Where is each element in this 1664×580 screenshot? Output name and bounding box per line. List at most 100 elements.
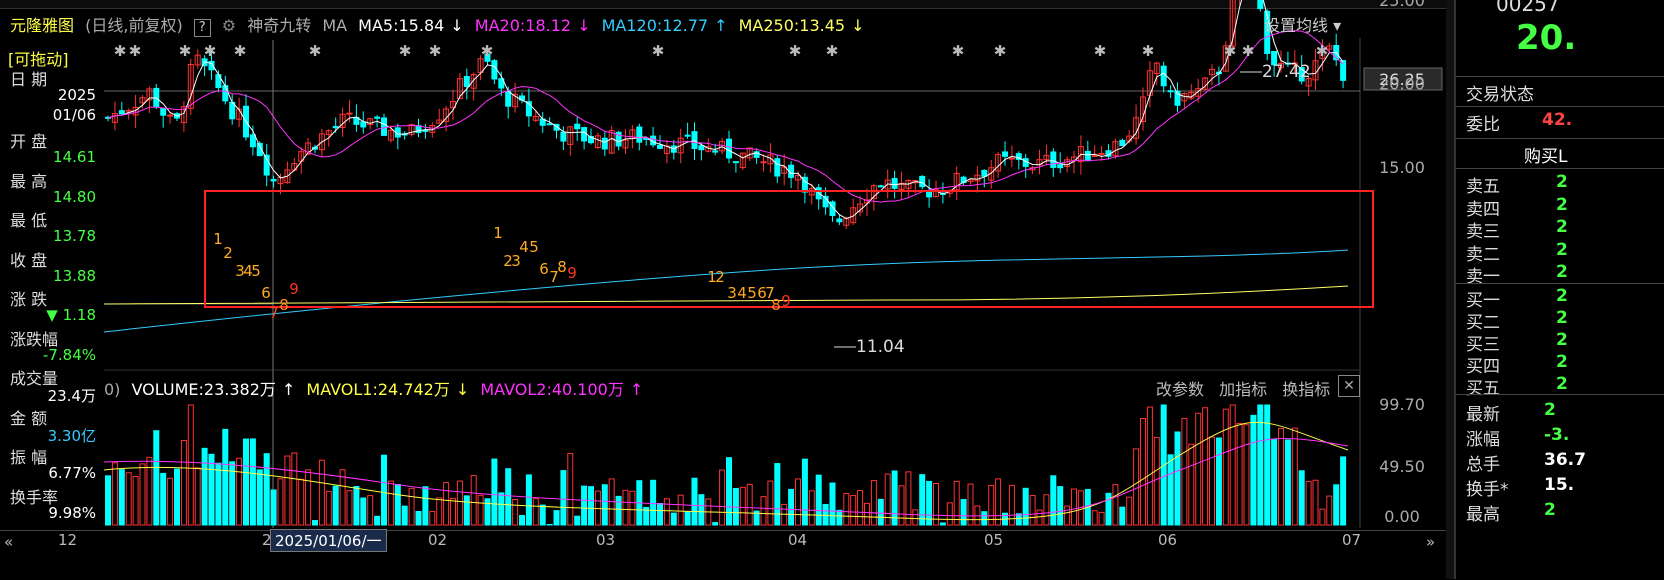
weibi-label: 委比: [1466, 115, 1500, 135]
candle-body: [1091, 154, 1098, 157]
nine-turn-marker: 5: [529, 238, 539, 256]
candle-body: [463, 75, 470, 88]
x-tick: 2: [262, 531, 272, 549]
candle-body: [870, 185, 877, 200]
candle-body: [774, 158, 781, 177]
close-icon[interactable]: ✕: [1338, 375, 1360, 397]
candle-body: [1002, 151, 1008, 157]
volume-bar: [374, 515, 381, 526]
info-value: 9.98%: [48, 503, 96, 522]
volume-bar: [1278, 427, 1284, 526]
volume-bar: [781, 503, 788, 526]
volume-bar: [415, 510, 422, 526]
bid-price: 2: [1556, 374, 1568, 394]
candle-body: [801, 176, 808, 193]
volume-bar: [367, 495, 374, 526]
stat-label: 最高: [1466, 505, 1500, 525]
mavol2-line: [103, 438, 1349, 517]
low-price-label: 11.04: [856, 337, 905, 357]
stock-name[interactable]: 元隆雅图: [10, 16, 75, 35]
volume-bar: [443, 482, 450, 526]
nine-turn-marker: 6: [757, 284, 767, 302]
stat-value: 36.7: [1544, 450, 1586, 470]
candle-body: [484, 53, 491, 62]
candle-body: [684, 134, 691, 137]
candle-body: [588, 135, 594, 144]
change-indicator-button[interactable]: 换指标: [1282, 380, 1331, 399]
ask-level[interactable]: 卖五: [1466, 177, 1500, 197]
candle-body: [953, 172, 960, 191]
scroll-right-icon[interactable]: »: [1426, 533, 1436, 551]
volume-bar: [125, 472, 132, 526]
gear-icon[interactable]: ⚙: [221, 16, 237, 35]
nine-turn-marker: 8: [557, 258, 567, 276]
volume-bar: [905, 471, 912, 526]
candle-body: [325, 130, 332, 136]
ask-level[interactable]: 卖一: [1466, 267, 1500, 287]
volume-bar: [684, 511, 691, 526]
trade-status[interactable]: 交易状态: [1466, 85, 1534, 105]
candle-body: [988, 167, 995, 181]
candle-body: [795, 174, 801, 181]
scroll-left-icon[interactable]: «: [4, 533, 14, 551]
volume-bar: [546, 523, 553, 526]
volume-bar: [270, 489, 277, 526]
candle-body: [532, 115, 539, 121]
volume-bar: [174, 468, 180, 526]
buy-button[interactable]: 购买L: [1524, 147, 1568, 167]
help-button[interactable]: ?: [193, 19, 211, 37]
volume-bar: [525, 474, 532, 526]
candle-body: [1319, 51, 1326, 59]
bid-level[interactable]: 买一: [1466, 291, 1500, 311]
bid-level[interactable]: 买三: [1466, 335, 1500, 355]
candle-body: [1222, 45, 1229, 72]
volume-bar: [346, 490, 353, 526]
bid-level[interactable]: 买四: [1466, 357, 1500, 377]
volume-bar: [470, 474, 477, 526]
nine-turn-marker: 2: [223, 244, 233, 262]
ask-level[interactable]: 卖二: [1466, 244, 1500, 265]
bid-level[interactable]: 买五: [1466, 379, 1500, 399]
ma250-line: [103, 285, 1349, 305]
signal-marker-icon: ✱: [952, 42, 965, 60]
info-label: 最 低: [10, 211, 48, 230]
info-label: 涨 跌: [10, 290, 48, 309]
signal-marker-icon: ✱: [994, 42, 1007, 60]
add-indicator-button[interactable]: 加指标: [1219, 380, 1268, 399]
candle-body: [850, 207, 857, 224]
bid-level[interactable]: 买二: [1466, 313, 1500, 333]
kline-chart[interactable]: 26.25 25.00 20.00 15.00 99.70 49.50 0.00 27.42 1…: [0, 0, 1448, 530]
drag-label[interactable]: [可拖动]: [8, 50, 69, 69]
volume-bar: [1229, 404, 1236, 526]
indicator-label[interactable]: 神奇九转: [247, 16, 312, 35]
volume-bar: [1153, 436, 1160, 526]
nine-turn-marker: 4: [243, 262, 253, 280]
volume-bar: [919, 474, 926, 526]
candle-body: [146, 88, 153, 101]
info-value: 13.88: [53, 266, 96, 285]
volume-bar: [829, 482, 836, 526]
candle-body: [594, 135, 601, 148]
volume-bar: [995, 478, 1002, 526]
ma-settings-button[interactable]: 设置均线 ▾: [1264, 16, 1342, 35]
candle-body: [381, 117, 387, 136]
candle-body: [712, 150, 719, 153]
stat-value: 2: [1544, 400, 1556, 420]
volume-bar: [864, 502, 870, 526]
volume-bar: [256, 469, 263, 526]
ma-label: MA: [322, 16, 348, 35]
ask-level[interactable]: 卖三: [1466, 222, 1500, 242]
candle-body: [249, 134, 256, 148]
candle-body: [512, 93, 519, 108]
volume-bar: [1319, 508, 1326, 526]
panel-divider-handle[interactable]: [1446, 0, 1454, 579]
volume-bar: [1105, 492, 1112, 526]
edit-params-button[interactable]: 改参数: [1156, 380, 1205, 399]
volume-bar: [298, 478, 305, 526]
volume-bar: [512, 498, 519, 526]
period-label[interactable]: (日线,前复权): [85, 16, 183, 35]
info-panel[interactable]: [可拖动] 日 期 2025 01/06 开 盘 14.61 最 高 14.80 最 低 13.…: [0, 40, 104, 535]
ask-level[interactable]: 卖四: [1466, 199, 1500, 220]
volume-tick-label: 49.50: [1379, 457, 1425, 476]
candle-body: [1057, 164, 1064, 169]
